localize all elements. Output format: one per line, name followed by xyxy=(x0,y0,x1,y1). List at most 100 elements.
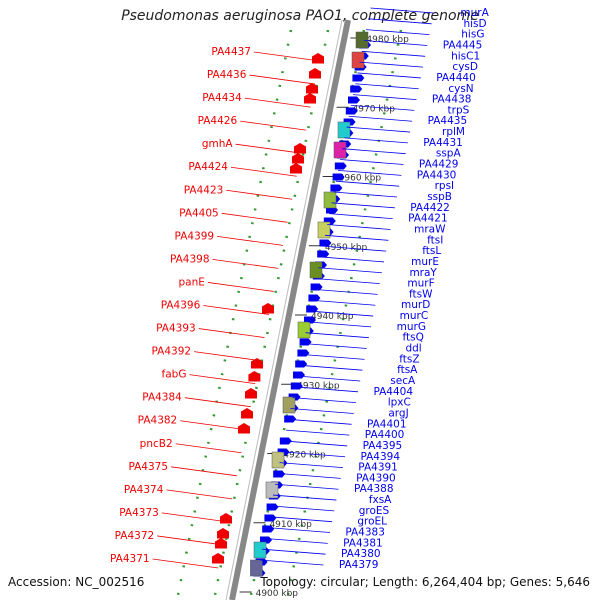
forward-gene-label-mure: murE xyxy=(411,256,439,268)
reverse-gene xyxy=(241,408,253,419)
forward-gene-label-rplm: rplM xyxy=(442,126,465,138)
feature-block xyxy=(355,31,369,49)
forward-leader-line xyxy=(329,213,393,220)
forward-gene-label-ftsi: ftsI xyxy=(427,234,443,246)
genome-backbone-edge xyxy=(225,19,343,600)
reverse-gene-label-pa4426: PA4426 xyxy=(198,115,238,127)
reverse-gene xyxy=(304,93,316,104)
reverse-leader-line xyxy=(166,489,233,500)
feature-block xyxy=(309,261,323,279)
accession-label: Accession: NC_002516 xyxy=(8,575,145,589)
reverse-leader-line xyxy=(226,189,293,200)
forward-gene-label-sspb: sspB xyxy=(427,191,452,203)
feature-block xyxy=(317,221,331,239)
reverse-leader-line xyxy=(189,374,256,385)
forward-leader-line xyxy=(318,267,382,274)
forward-gene-label-ftsq: ftsQ xyxy=(402,332,423,344)
forward-gene-label-groel: groEL xyxy=(357,516,387,528)
forward-leader-line xyxy=(331,202,395,209)
reverse-gene-label-pa4393: PA4393 xyxy=(156,323,196,335)
reverse-gene-label-pa4434: PA4434 xyxy=(202,92,242,104)
reverse-gene xyxy=(238,423,250,434)
forward-leader-line xyxy=(340,159,404,165)
reverse-gene-label-pa4392: PA4392 xyxy=(152,346,192,358)
forward-gene xyxy=(330,184,343,192)
reverse-gene-label-pa4374: PA4374 xyxy=(124,484,164,496)
topology-label: Topology: circular; Length: 6,264,404 bp… xyxy=(260,575,590,589)
reverse-gene-label-pa4423: PA4423 xyxy=(184,184,224,196)
feature-block xyxy=(297,321,311,339)
scale-tick-label: 4920 kbp xyxy=(283,451,326,461)
reverse-gene-label-fabg: fabG xyxy=(162,369,187,381)
forward-gene-label-pa4390: PA4390 xyxy=(356,472,396,484)
forward-leader-line xyxy=(303,343,367,349)
forward-leader-line xyxy=(307,321,372,328)
reverse-gene-label-pa4373: PA4373 xyxy=(119,507,159,519)
forward-gene-label-ftsa: ftsA xyxy=(397,364,418,376)
forward-gene-label-pa4422: PA4422 xyxy=(410,202,450,214)
forward-gene xyxy=(293,371,305,379)
forward-gene-label-pa4381: PA4381 xyxy=(343,537,383,549)
forward-leader-line xyxy=(327,224,391,230)
forward-gene-label-hisd: hisD xyxy=(463,18,486,30)
reverse-leader-line xyxy=(175,443,242,454)
reverse-leader-line xyxy=(230,166,297,177)
forward-gene-label-pa4391: PA4391 xyxy=(358,462,398,474)
reverse-gene xyxy=(294,143,306,154)
forward-leader-line xyxy=(294,386,359,393)
reverse-gene xyxy=(245,388,257,399)
feature-block xyxy=(282,396,296,414)
forward-leader-line xyxy=(298,364,363,371)
reverse-leader-line xyxy=(157,535,224,546)
forward-gene-label-pa4395: PA4395 xyxy=(363,440,403,452)
forward-gene-label-cysd: cysD xyxy=(452,61,478,73)
feature-block xyxy=(323,191,337,209)
forward-leader-line xyxy=(324,234,389,241)
forward-leader-line xyxy=(348,115,413,122)
forward-gene xyxy=(308,294,321,302)
reverse-leader-line xyxy=(235,143,302,154)
forward-gene-label-pa4430: PA4430 xyxy=(417,169,457,181)
forward-leader-line xyxy=(361,50,426,57)
reverse-leader-line xyxy=(207,282,274,292)
feature-block xyxy=(337,121,351,139)
forward-leader-line xyxy=(370,7,434,14)
reverse-gene xyxy=(309,68,321,79)
reverse-leader-line xyxy=(249,74,316,85)
forward-gene-label-ftsw: ftsW xyxy=(409,288,433,300)
forward-leader-line xyxy=(262,548,326,555)
forward-gene xyxy=(332,173,345,181)
forward-gene-label-argj: argJ xyxy=(388,407,408,419)
forward-leader-line xyxy=(272,494,337,501)
forward-gene-label-pa4445: PA4445 xyxy=(443,39,483,51)
forward-gene xyxy=(317,250,330,258)
forward-leader-line xyxy=(309,310,374,317)
scale-tick-label: 4910 kbp xyxy=(269,520,312,530)
forward-gene xyxy=(319,239,332,247)
forward-gene-label-murc: murC xyxy=(400,310,429,322)
forward-gene xyxy=(334,162,347,170)
forward-leader-line xyxy=(316,278,380,284)
forward-leader-line xyxy=(281,451,346,458)
feature-block xyxy=(253,541,267,559)
forward-leader-line xyxy=(342,148,406,155)
map-title: Pseudomonas aeruginosa PAO1, complete ge… xyxy=(121,8,479,24)
forward-gene xyxy=(299,338,312,346)
forward-gene-label-pa4383: PA4383 xyxy=(345,527,385,539)
forward-gene xyxy=(352,74,365,82)
reverse-leader-line xyxy=(161,512,228,523)
forward-gene xyxy=(306,305,319,313)
forward-gene-label-fxsa: fxsA xyxy=(369,494,392,506)
reverse-gene-label-pa4399: PA4399 xyxy=(175,230,215,242)
forward-gene-label-ddl: ddl xyxy=(405,343,421,355)
forward-leader-line xyxy=(335,180,400,187)
reverse-leader-line xyxy=(152,558,219,569)
scale-tick-label: 4970 kbp xyxy=(353,104,396,114)
reverse-gene xyxy=(215,538,227,549)
forward-gene-label-groes: groES xyxy=(359,505,390,517)
forward-gene-label-mraw: mraW xyxy=(414,223,446,235)
forward-leader-line xyxy=(322,245,387,252)
reverse-leader-line xyxy=(194,351,260,361)
